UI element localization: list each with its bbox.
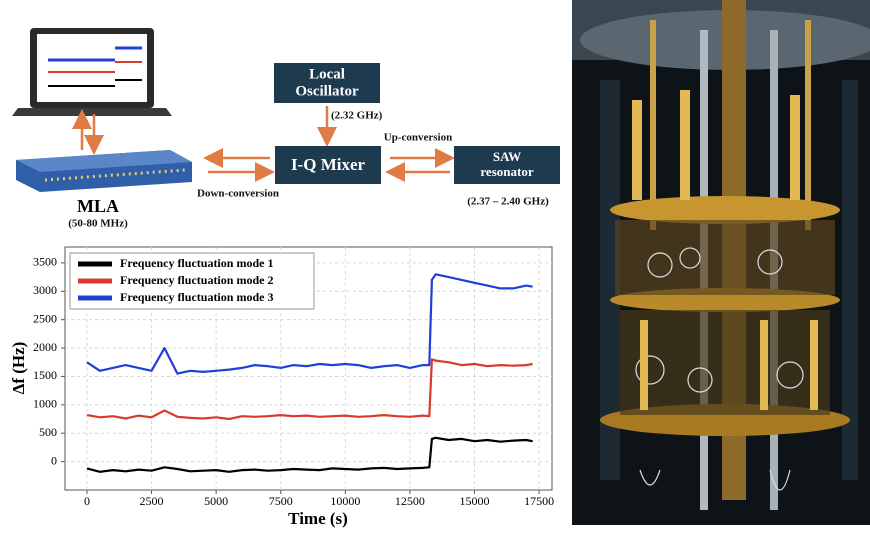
mla-label: MLA <box>77 196 119 216</box>
lo-label: Oscillator <box>295 83 359 99</box>
y-tick-label: 500 <box>39 425 57 439</box>
chart: 0 500 1000 1500 2000 2500 3000 3500 0 2500 5000 750… <box>33 247 554 508</box>
lo-frequency: (2.32 GHz) <box>331 110 383 122</box>
y-axis-label: Δf (Hz) <box>9 342 28 395</box>
saw-box <box>454 146 560 184</box>
series-line <box>86 436 533 473</box>
laptop <box>12 28 172 116</box>
x-tick-label: 2500 <box>140 494 164 508</box>
lo-label: Local <box>309 66 345 82</box>
x-tick-label: 0 <box>84 494 90 508</box>
y-tick-label: 1500 <box>33 368 57 382</box>
down-conversion: Down-conversion <box>197 188 279 200</box>
legend-label: Frequency fluctuation mode 1 <box>120 256 273 270</box>
saw-label: SAW <box>493 149 521 164</box>
mla-frequency: (50-80 MHz) <box>68 218 128 230</box>
y-tick-label: 3500 <box>33 255 57 269</box>
lo-box <box>274 63 380 103</box>
saw-label: resonator <box>480 164 533 179</box>
arrows <box>72 106 455 182</box>
x-tick-label: 12500 <box>395 494 425 508</box>
legend-label: Frequency fluctuation mode 3 <box>120 290 273 304</box>
y-tick-label: 2000 <box>33 340 57 354</box>
legend-label: Frequency fluctuation mode 2 <box>120 273 273 287</box>
mixer-label: I-Q Mixer <box>291 155 366 174</box>
series-line <box>86 273 533 375</box>
saw-frequency: (2.37 – 2.40 GHz) <box>467 196 549 208</box>
series-line <box>86 358 533 421</box>
x-tick-label: 7500 <box>269 494 293 508</box>
mla-device <box>16 150 192 192</box>
mixer-box <box>275 146 381 184</box>
y-tick-label: 3000 <box>33 283 57 297</box>
y-tick-label: 2500 <box>33 311 57 325</box>
y-tick-label: 0 <box>51 453 57 467</box>
x-tick-label: 10000 <box>330 494 360 508</box>
up-conversion: Up-conversion <box>384 132 452 144</box>
x-axis-label: Time (s) <box>288 509 348 528</box>
x-tick-label: 17500 <box>524 494 554 508</box>
y-tick-label: 1000 <box>33 397 57 411</box>
x-tick-label: 15000 <box>459 494 489 508</box>
photo <box>572 0 870 525</box>
x-tick-label: 5000 <box>204 494 228 508</box>
